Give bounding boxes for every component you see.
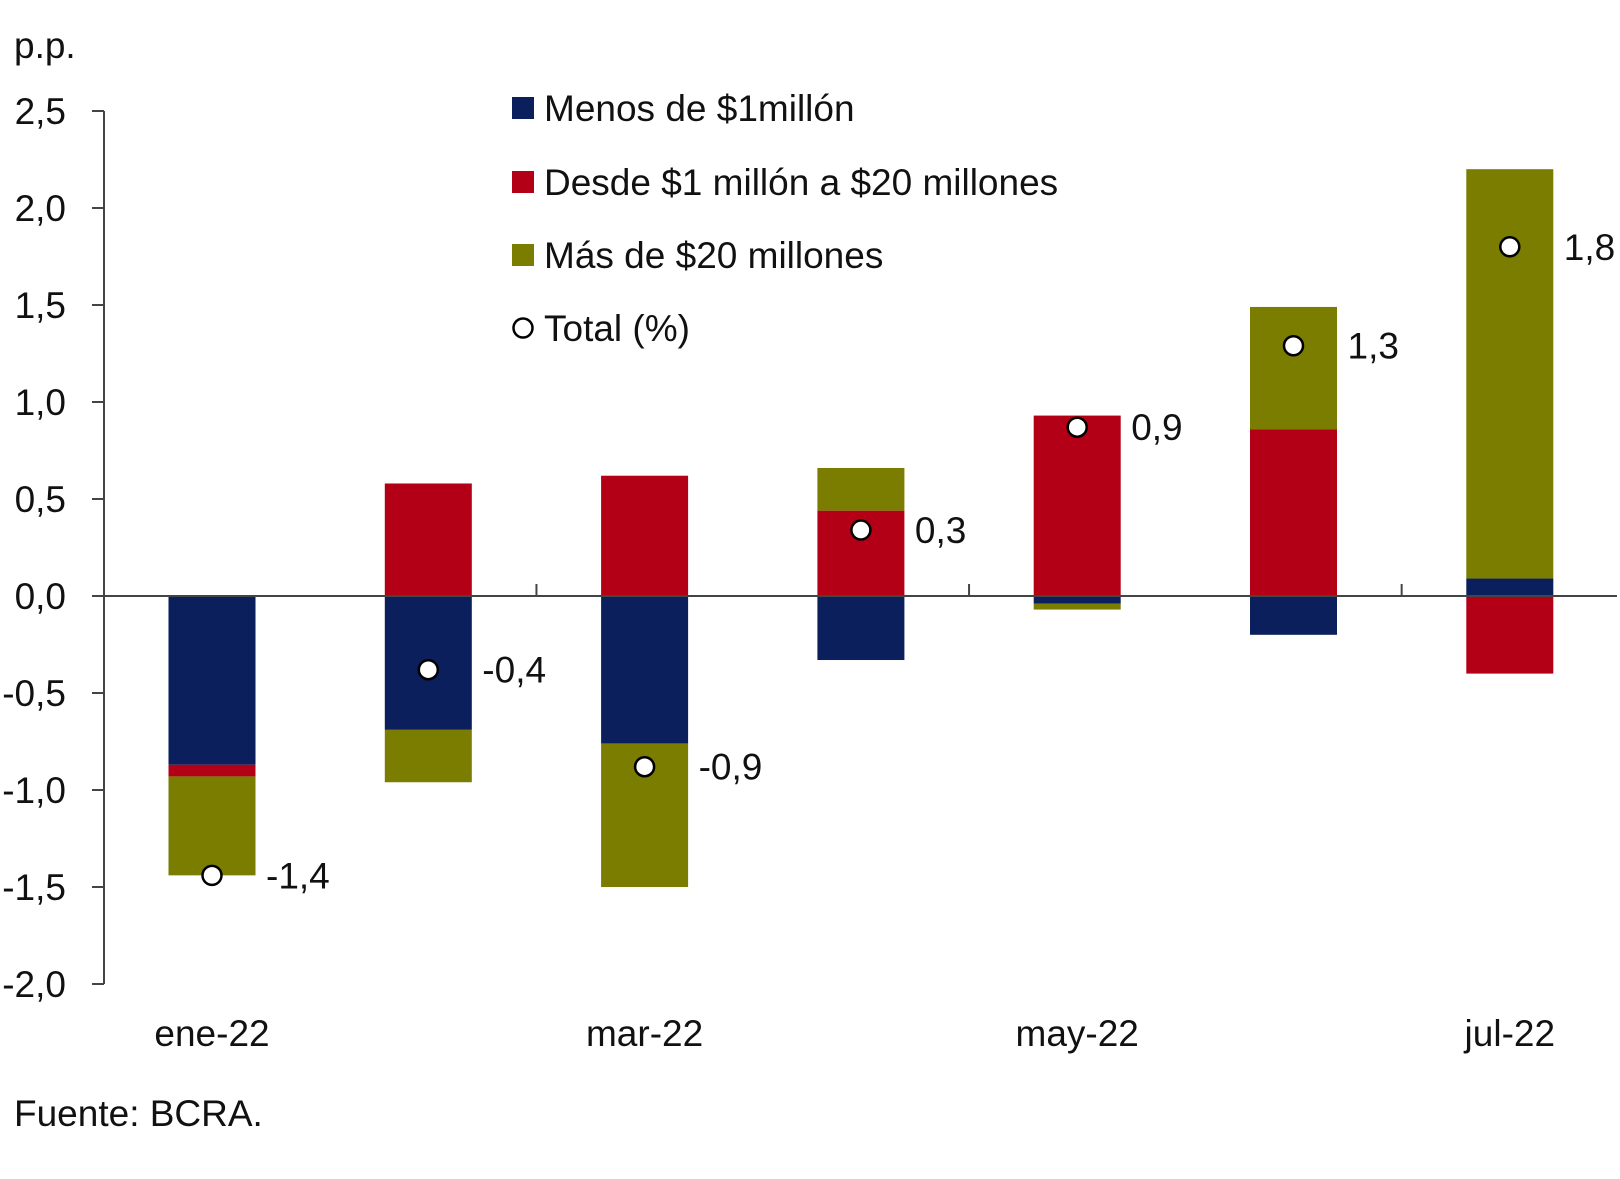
bar-segment-1	[1033, 596, 1121, 604]
legend-swatch	[512, 97, 534, 119]
source-note: Fuente: BCRA.	[14, 1093, 263, 1134]
y-axis-unit: p.p.	[14, 25, 76, 66]
x-tick-label: ene-22	[154, 1013, 269, 1054]
bar-segment-1	[601, 596, 689, 744]
total-data-label: 1,3	[1348, 326, 1399, 367]
bar-segment-3	[817, 467, 905, 511]
bar-segment-2	[1466, 596, 1554, 674]
bar-segment-3	[1466, 169, 1554, 579]
total-point	[850, 519, 872, 541]
total-point	[1066, 416, 1088, 438]
y-tick-label: 1,5	[15, 285, 66, 326]
total-point	[1282, 334, 1305, 357]
legend-label: Más de $20 millones	[544, 235, 883, 276]
y-tick-label: 2,5	[15, 91, 66, 132]
x-tick-label: mar-22	[586, 1013, 703, 1054]
total-data-label: 0,3	[915, 510, 966, 551]
x-tick-label: may-22	[1016, 1013, 1139, 1054]
total-data-label: -0,4	[482, 650, 546, 691]
bar-segment-1	[817, 596, 905, 661]
y-tick-label: -1,0	[2, 770, 66, 811]
bar-segment-2	[1033, 415, 1121, 596]
bar-segment-3	[1033, 603, 1121, 610]
y-tick-label: -0,5	[2, 673, 66, 714]
legend-label: Total (%)	[544, 308, 690, 349]
bar-segment-2	[384, 483, 472, 596]
total-data-label: 1,8	[1564, 227, 1615, 268]
total-point	[633, 755, 656, 778]
legend-swatch	[512, 317, 534, 339]
legend-label: Menos de $1millón	[544, 88, 855, 129]
y-tick-label: -2,0	[2, 964, 66, 1005]
bar-segment-1	[1250, 596, 1337, 635]
bar-segment-3	[1250, 306, 1337, 430]
bar-segment-2	[168, 764, 256, 777]
legend-swatch	[512, 244, 534, 266]
bar-segment-2	[601, 475, 689, 596]
y-tick-label: 2,0	[15, 188, 66, 229]
total-point	[1499, 236, 1521, 258]
total-point	[417, 658, 440, 681]
bar-segment-3	[168, 776, 256, 876]
legend-label: Desde $1 millón a $20 millones	[544, 162, 1058, 203]
y-tick-label: 0,5	[15, 479, 66, 520]
y-tick-label: -1,5	[2, 867, 66, 908]
total-point	[201, 864, 223, 887]
legend-swatch	[512, 171, 534, 193]
bar-segment-1	[1466, 578, 1554, 596]
x-tick-label: jul-22	[1464, 1013, 1556, 1054]
bar-segment-1	[168, 596, 256, 765]
bar-segment-2	[1250, 429, 1337, 596]
y-tick-label: 1,0	[15, 382, 66, 423]
total-data-label: -0,9	[699, 747, 763, 788]
y-tick-label: 0,0	[15, 576, 66, 617]
bar-segment-3	[384, 729, 472, 783]
total-data-label: -1,4	[266, 855, 330, 896]
total-data-label: 0,9	[1131, 407, 1182, 448]
